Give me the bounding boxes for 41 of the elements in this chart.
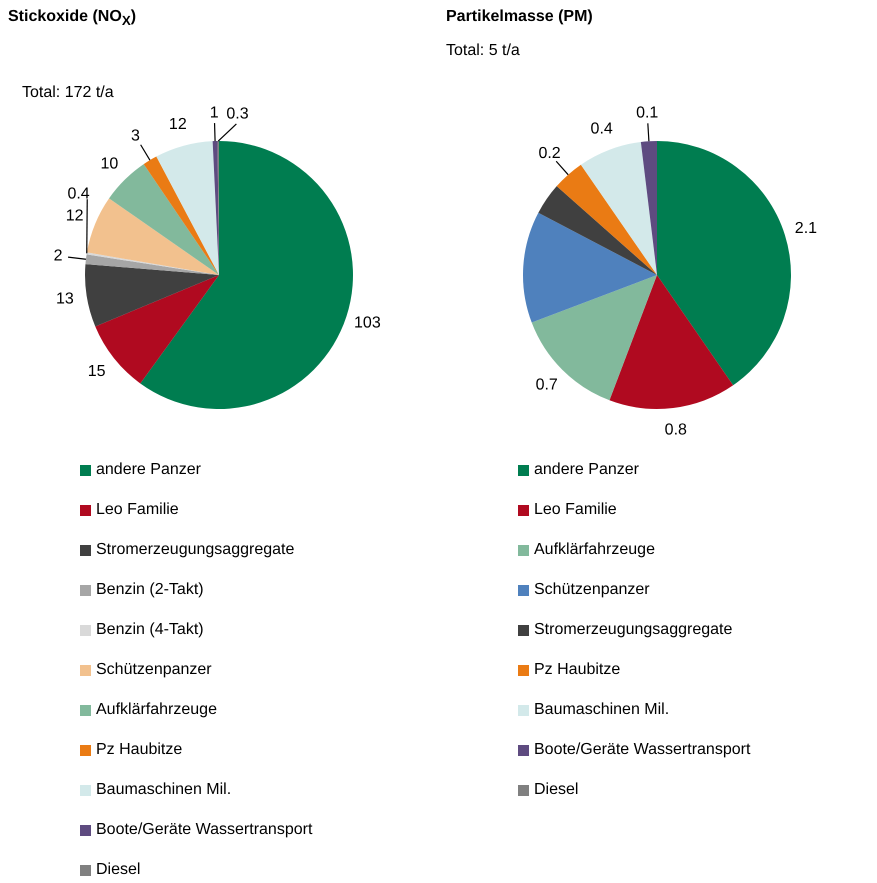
data-label: 12 (66, 207, 84, 224)
data-label: 12 (168, 116, 187, 133)
chart-subtitle: Total: 5 t/a (446, 42, 520, 60)
data-label: 0.4 (590, 120, 613, 138)
legend-label: Baumaschinen Mil. (534, 701, 670, 719)
data-label: 0.1 (636, 104, 658, 122)
legend-label: Aufklärfahrzeuge (96, 701, 217, 719)
legend-label: Baumaschinen Mil. (96, 781, 232, 799)
data-label: 1 (210, 104, 219, 122)
data-label: 2.1 (794, 220, 818, 237)
data-label: 15 (88, 363, 106, 380)
data-label: 103 (354, 314, 381, 332)
data-label: 13 (56, 290, 74, 308)
data-label: 3 (131, 128, 140, 145)
legend-label: Benzin (2-Takt) (96, 581, 204, 599)
legend-label: Pz Haubitze (96, 741, 182, 759)
chart-title: Partikelmasse (PM) (446, 8, 593, 26)
legend-label: andere Panzer (96, 461, 201, 479)
data-label: 0.8 (664, 421, 688, 438)
legend-label: andere Panzer (534, 461, 639, 479)
chart-title: Stickoxide (NO$_{X}$) (8, 8, 136, 28)
legend-label: Aufklärfahrzeuge (534, 541, 655, 559)
legend-label: Pz Haubitze (534, 661, 620, 679)
data-label: 0.4 (67, 186, 90, 203)
data-label: 2 (54, 247, 63, 264)
legend-label: Diesel (96, 861, 140, 879)
legend-label: Schützenpanzer (534, 581, 650, 599)
legend-label: Leo Familie (96, 501, 179, 519)
data-label: 0.2 (538, 145, 561, 162)
chart-subtitle: Total: 172 t/a (22, 84, 114, 102)
legend-label: Boote/Geräte Wassertransport (534, 741, 750, 759)
data-label: 0.7 (536, 376, 558, 394)
legend-label: Stromerzeugungsaggregate (96, 541, 294, 559)
legend-label: Leo Familie (534, 501, 617, 519)
legend-label: Benzin (4-Takt) (96, 621, 204, 639)
legend-label: Boote/Geräte Wassertransport (96, 821, 312, 839)
legend-label: Diesel (534, 781, 578, 799)
legend-label: Stromerzeugungsaggregate (534, 621, 732, 639)
data-label: 0.3 (226, 105, 249, 122)
legend-label: Schützenpanzer (96, 661, 212, 679)
data-label: 10 (100, 155, 118, 172)
